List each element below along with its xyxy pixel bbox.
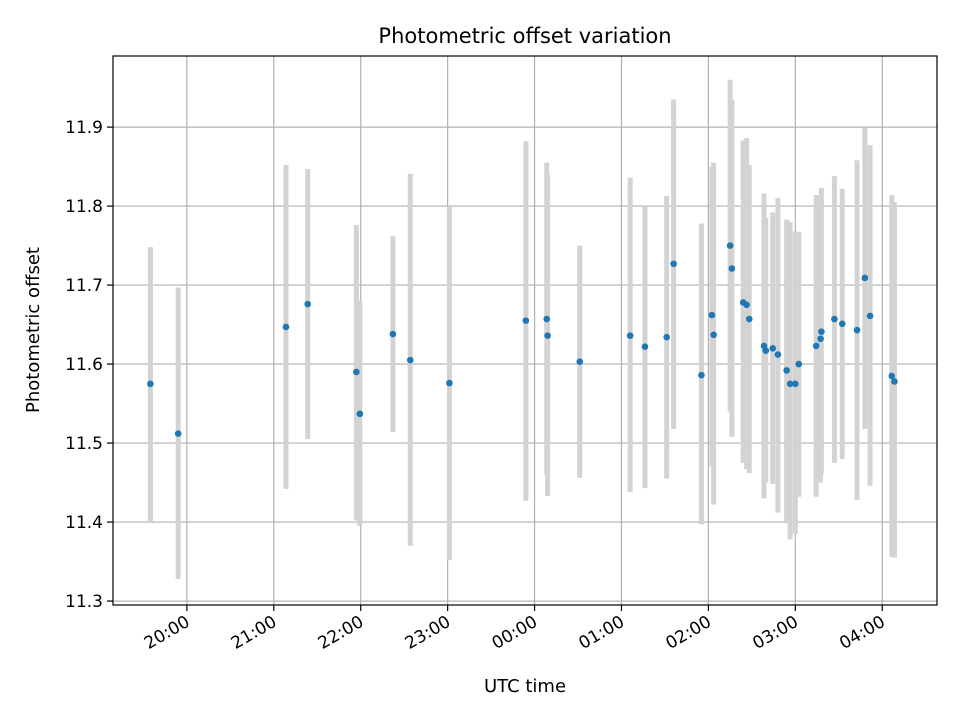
y-tick-label: 11.9 xyxy=(65,118,103,138)
data-point xyxy=(795,360,803,368)
data-point xyxy=(663,333,670,341)
y-axis-ticks: 11.3 11.4 11.5 11.6 11.7 11.8 11.9 xyxy=(65,118,113,612)
data-point xyxy=(522,317,530,324)
y-axis-label: Photometric offset xyxy=(23,247,44,413)
data-point xyxy=(831,315,838,323)
data-point xyxy=(670,260,677,268)
y-tick-label: 11.4 xyxy=(65,513,103,533)
data-point xyxy=(792,380,799,388)
data-point xyxy=(641,343,649,350)
data-point xyxy=(726,242,734,249)
y-tick-label: 11.5 xyxy=(65,434,103,454)
data-point xyxy=(888,372,896,380)
data-point xyxy=(446,379,453,387)
data-point xyxy=(769,344,777,352)
data-point xyxy=(866,312,874,320)
data-point xyxy=(708,311,716,319)
x-axis-label: UTC time xyxy=(484,676,566,697)
data-point xyxy=(762,347,770,354)
data-point xyxy=(838,320,846,328)
chart-title: Photometric offset variation xyxy=(378,24,671,48)
data-point xyxy=(353,368,360,376)
data-point xyxy=(626,332,634,339)
data-point xyxy=(698,371,705,379)
data-point xyxy=(861,274,869,282)
data-point xyxy=(174,430,182,437)
data-point xyxy=(783,367,790,374)
data-point xyxy=(282,323,290,331)
data-point xyxy=(817,335,824,343)
y-tick-label: 11.6 xyxy=(65,355,103,375)
data-point xyxy=(774,351,782,358)
data-point xyxy=(356,410,364,418)
y-tick-label: 11.8 xyxy=(65,197,103,217)
data-point xyxy=(812,342,820,350)
data-point xyxy=(853,326,861,334)
data-point xyxy=(891,378,898,385)
data-point xyxy=(389,330,397,338)
data-point xyxy=(728,265,736,272)
data-point xyxy=(576,358,584,366)
data-point xyxy=(544,332,551,339)
data-point xyxy=(818,328,825,335)
plot-frame xyxy=(112,55,938,606)
data-points xyxy=(147,242,898,437)
data-point xyxy=(406,356,414,364)
y-tick-label: 11.7 xyxy=(65,276,103,296)
data-point xyxy=(745,315,753,323)
data-point xyxy=(147,380,154,388)
data-point xyxy=(786,380,794,388)
data-point xyxy=(543,315,551,323)
y-tick-label: 11.3 xyxy=(65,592,103,612)
data-point xyxy=(710,331,717,339)
data-point xyxy=(304,300,312,308)
data-point xyxy=(743,301,750,309)
